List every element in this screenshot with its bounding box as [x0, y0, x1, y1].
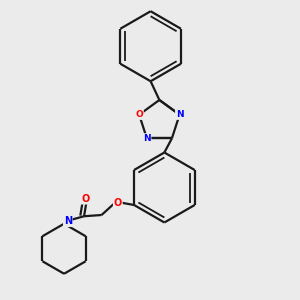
Text: O: O: [81, 194, 89, 204]
Text: N: N: [64, 216, 72, 226]
Text: N: N: [143, 134, 151, 143]
Text: O: O: [114, 197, 122, 208]
Text: N: N: [176, 110, 183, 119]
Text: O: O: [135, 110, 143, 119]
